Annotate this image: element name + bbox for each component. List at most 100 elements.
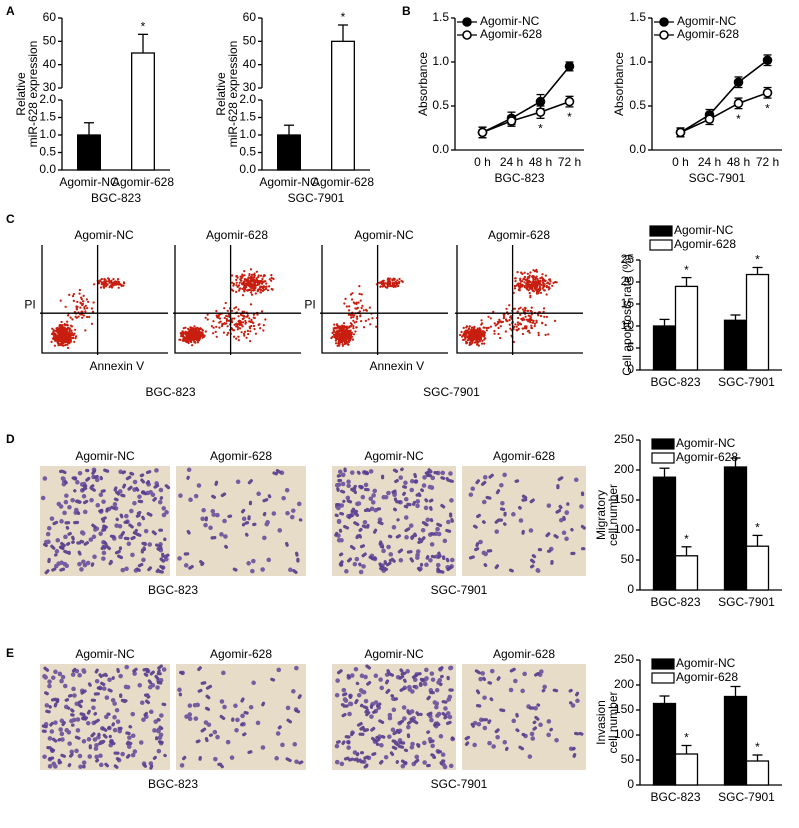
y-tick-label: 0.5 [239,145,256,159]
y-tick-label: 50 [243,34,257,48]
legend-label: Agomir-NC [677,14,737,28]
x-tick-label: SGC-7901 [718,595,775,609]
x-tick-label: Agomir-NC [59,175,119,189]
x-tick-label: BGC-823 [650,375,700,389]
y-tick-label: 30 [43,80,57,94]
x-tick-label: 0 h [672,155,689,169]
y-tick-label: 1.0 [239,127,256,141]
x-tick-label: Agomir-628 [112,175,174,189]
x-tick-label: SGC-7901 [718,790,775,804]
image-title: Agomir-628 [488,228,550,242]
stained-cells [464,667,584,758]
axis-label: PI [24,298,35,312]
micrograph [462,664,586,770]
x-tick-label: Agomir-NC [259,175,319,189]
y-tick-label: 25 [621,252,635,266]
legend-swatch [651,658,675,670]
bar [745,273,770,371]
image-caption: SGC-7901 [431,583,488,597]
plot-axes [174,245,301,354]
bar [745,760,770,786]
y-tick-label: 100 [614,727,634,741]
point [704,114,715,124]
point [733,77,744,88]
y-axis-label: Cell apoptosis rate (%) [620,254,634,375]
bar [652,325,677,371]
y-tick-label: 0.0 [239,162,256,176]
image-caption: BGC-823 [148,583,198,597]
legend-label: Agomir-NC [480,14,540,28]
y-tick-label: 5 [627,340,634,354]
point [477,127,488,138]
y-tick-label: 250 [614,432,634,446]
error-bar [730,457,741,467]
x-axis-label: SGC-7901 [689,171,746,185]
axis-label: PI [304,298,315,312]
x-tick-label: 24 h [698,155,721,169]
legend-marker [462,17,472,27]
significance-mark: * [567,110,572,124]
legend-swatch [649,225,673,237]
stained-cells [42,664,167,769]
y-axis-label: miR-628 expression [226,41,240,148]
image-title: Agomir-628 [493,647,555,661]
stained-cells [334,469,455,575]
legend-label: Agomir-628 [676,450,738,464]
y-tick-label: 30 [243,80,257,94]
y-tick-label: 60 [243,10,257,24]
x-tick-label: BGC-823 [650,595,700,609]
legend-marker [659,30,669,40]
y-tick-label: 200 [614,462,634,476]
y-axis-label: Absorbance [612,52,626,116]
bar [723,695,748,786]
stained-cells [40,467,169,573]
y-tick-label: 150 [614,702,634,716]
significance-mark: * [684,263,689,277]
y-axis-label: Relative [14,72,28,116]
error-bar [730,685,741,697]
y-tick-label: 0 [627,777,634,791]
x-tick-label: Agomir-628 [312,175,374,189]
legend-swatch [649,239,673,251]
point [733,98,744,109]
significance-mark: * [765,101,770,115]
series-line [680,59,768,134]
image-caption: BGC-823 [148,777,198,791]
stained-cells [334,665,455,770]
legend-label: Agomir-628 [677,27,739,41]
y-axis-label: Absorbance [416,52,430,116]
y-tick-label: 1.0 [629,54,646,68]
panel-label: D [6,432,15,446]
point [762,55,773,66]
bar [723,319,748,371]
y-tick-label: 50 [43,34,57,48]
axis-label: Annexin V [89,359,144,373]
quadrant-lines [320,245,448,355]
image-title: Agomir-628 [210,449,272,463]
significance-mark: * [736,112,741,126]
y-tick-label: 60 [43,10,57,24]
y-tick-label: 250 [614,652,634,666]
legend-label: Agomir-NC [676,656,736,670]
point [535,107,546,117]
legend-label: Agomir-628 [676,670,738,684]
error-bar [659,695,670,704]
bar [674,753,699,786]
y-tick-label: 1.5 [432,10,449,24]
y-tick-label: 10 [621,318,635,332]
x-tick-label: SGC-7901 [718,375,775,389]
y-axis-label: Invasion [594,700,608,745]
y-tick-label: 0.0 [39,162,56,176]
error-bar [659,318,670,326]
x-axis-label: SGC-7901 [288,191,345,205]
quadrant-lines [40,245,168,355]
stained-cells [177,467,302,574]
quadrant-lines [455,245,583,355]
image-title: Agomir-NC [364,647,424,661]
stained-cells [472,668,580,759]
significance-mark: * [755,740,760,754]
bar [331,40,355,171]
image-caption: BGC-823 [145,385,195,399]
panel-label: E [6,646,14,660]
error-bar [284,124,294,135]
